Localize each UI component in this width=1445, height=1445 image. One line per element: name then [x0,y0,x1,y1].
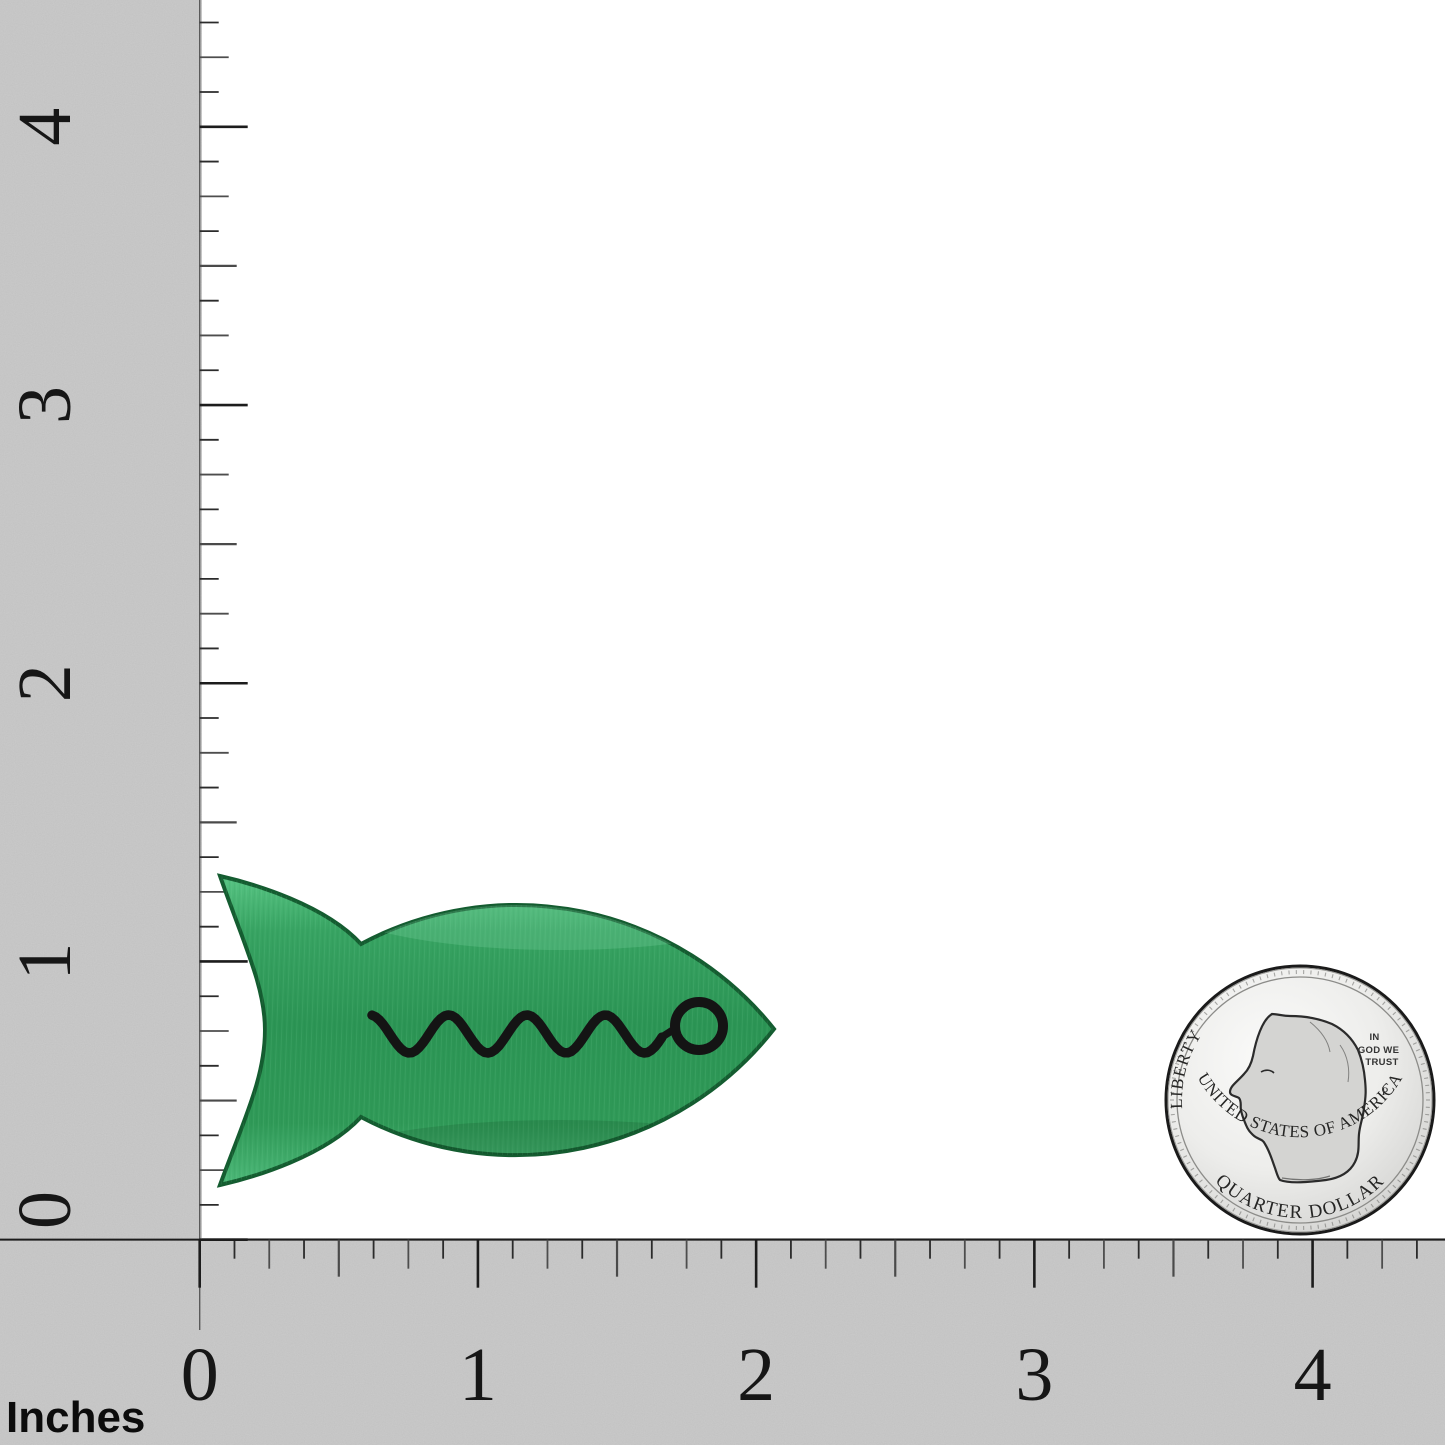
svg-text:P: P [1382,1084,1389,1098]
svg-text:4: 4 [3,108,87,146]
svg-text:2: 2 [737,1333,775,1417]
svg-text:1: 1 [3,942,87,980]
svg-text:Inches: Inches [6,1393,145,1442]
svg-text:1: 1 [459,1333,497,1417]
svg-text:3: 3 [1015,1333,1053,1417]
svg-text:0: 0 [3,1191,87,1229]
svg-text:4: 4 [1294,1333,1332,1417]
svg-text:3: 3 [3,386,87,424]
svg-text:0: 0 [181,1333,219,1417]
svg-text:2: 2 [3,664,87,702]
